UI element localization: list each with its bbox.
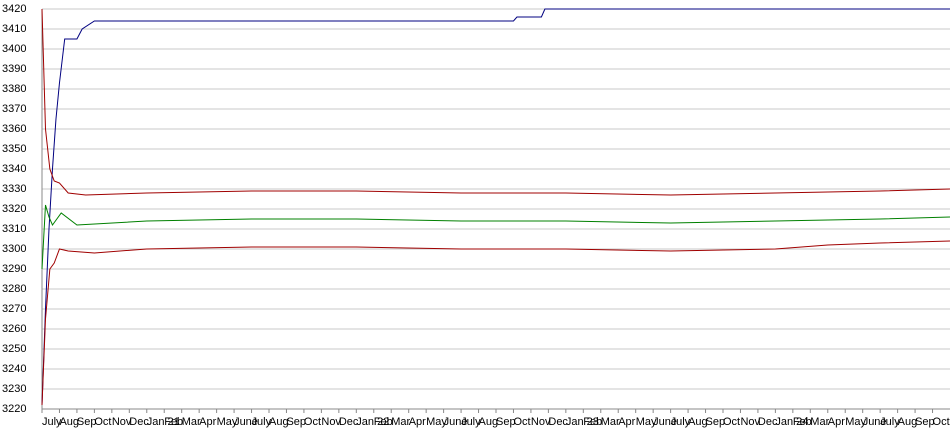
- x-tick-label: Apr: [828, 416, 845, 428]
- y-tick-label: 3330: [2, 183, 26, 195]
- y-tick-label: 3250: [2, 343, 26, 355]
- x-tick-label: Mar: [601, 416, 620, 428]
- x-tick-label: Mar: [182, 416, 201, 428]
- x-tick-label: Sep: [496, 416, 516, 428]
- y-tick-label: 3280: [2, 283, 26, 295]
- series-line: [41, 240, 950, 406]
- series-line: [41, 8, 950, 406]
- x-tick-label: May: [636, 416, 657, 428]
- x-tick-label: July: [42, 416, 62, 428]
- x-tick-label: June: [863, 416, 887, 428]
- y-tick-label: 3370: [2, 103, 26, 115]
- x-tick-label: Nov: [531, 416, 551, 428]
- x-tick-label: July: [461, 416, 481, 428]
- x-tick-label: Sep: [286, 416, 306, 428]
- y-tick-label: 3240: [2, 363, 26, 375]
- x-tick-label: Feb: [164, 416, 183, 428]
- x-tick-label: Mar: [391, 416, 410, 428]
- y-tick-label: 3350: [2, 143, 26, 155]
- y-tick-label: 3360: [2, 123, 26, 135]
- y-tick-label: 3390: [2, 63, 26, 75]
- series-line: [41, 8, 950, 196]
- y-tick-label: 3340: [2, 163, 26, 175]
- x-tick-label: Aug: [898, 416, 918, 428]
- x-tick-label: May: [217, 416, 238, 428]
- x-tick-label: Apr: [199, 416, 216, 428]
- x-tick-label: Jan 22: [356, 416, 389, 428]
- x-tick-label: Nov: [321, 416, 341, 428]
- x-tick-label: Nov: [112, 416, 132, 428]
- x-tick-label: Dec: [339, 416, 359, 428]
- x-tick-label: July: [252, 416, 272, 428]
- y-tick-label: 3380: [2, 83, 26, 95]
- y-tick-label: 3220: [2, 403, 26, 415]
- x-tick-label: June: [234, 416, 258, 428]
- x-tick-label: Feb: [793, 416, 812, 428]
- x-tick-label: Jan 23: [566, 416, 599, 428]
- x-tick-label: Aug: [479, 416, 499, 428]
- series-line: [41, 204, 950, 270]
- y-tick-label: 3420: [2, 3, 26, 15]
- x-tick-label: Feb: [374, 416, 393, 428]
- x-tick-label: Apr: [618, 416, 635, 428]
- x-tick-label: Sep: [706, 416, 726, 428]
- x-tick-label: Jan 21: [147, 416, 180, 428]
- y-tick-label: 3300: [2, 243, 26, 255]
- y-tick-label: 3290: [2, 263, 26, 275]
- y-tick-label: 3230: [2, 383, 26, 395]
- x-tick-label: May: [845, 416, 866, 428]
- x-tick-label: June: [444, 416, 468, 428]
- x-tick-label: Dec: [129, 416, 149, 428]
- x-tick-label: Apr: [409, 416, 426, 428]
- y-tick-label: 3410: [2, 23, 26, 35]
- x-tick-label: Sep: [77, 416, 97, 428]
- x-tick-label: Oct: [723, 416, 740, 428]
- x-tick-label: Oct: [933, 416, 950, 428]
- x-tick-label: Oct: [513, 416, 530, 428]
- x-tick-label: Oct: [94, 416, 111, 428]
- x-tick-label: July: [880, 416, 900, 428]
- x-tick-label: Aug: [59, 416, 79, 428]
- x-tick-label: Aug: [688, 416, 708, 428]
- x-tick-label: Aug: [269, 416, 289, 428]
- x-tick-label: Sep: [915, 416, 935, 428]
- x-tick-label: Dec: [548, 416, 568, 428]
- y-tick-label: 3400: [2, 43, 26, 55]
- y-tick-label: 3320: [2, 203, 26, 215]
- x-tick-label: June: [653, 416, 677, 428]
- y-tick-label: 3310: [2, 223, 26, 235]
- x-tick-label: July: [671, 416, 691, 428]
- x-tick-label: Dec: [758, 416, 778, 428]
- y-tick-label: 3260: [2, 323, 26, 335]
- x-tick-label: Nov: [740, 416, 760, 428]
- y-tick-label: 3270: [2, 303, 26, 315]
- x-tick-label: Jan 24: [775, 416, 808, 428]
- x-tick-label: Feb: [583, 416, 602, 428]
- x-tick-label: Oct: [304, 416, 321, 428]
- x-tick-label: Mar: [810, 416, 829, 428]
- x-tick-label: May: [426, 416, 447, 428]
